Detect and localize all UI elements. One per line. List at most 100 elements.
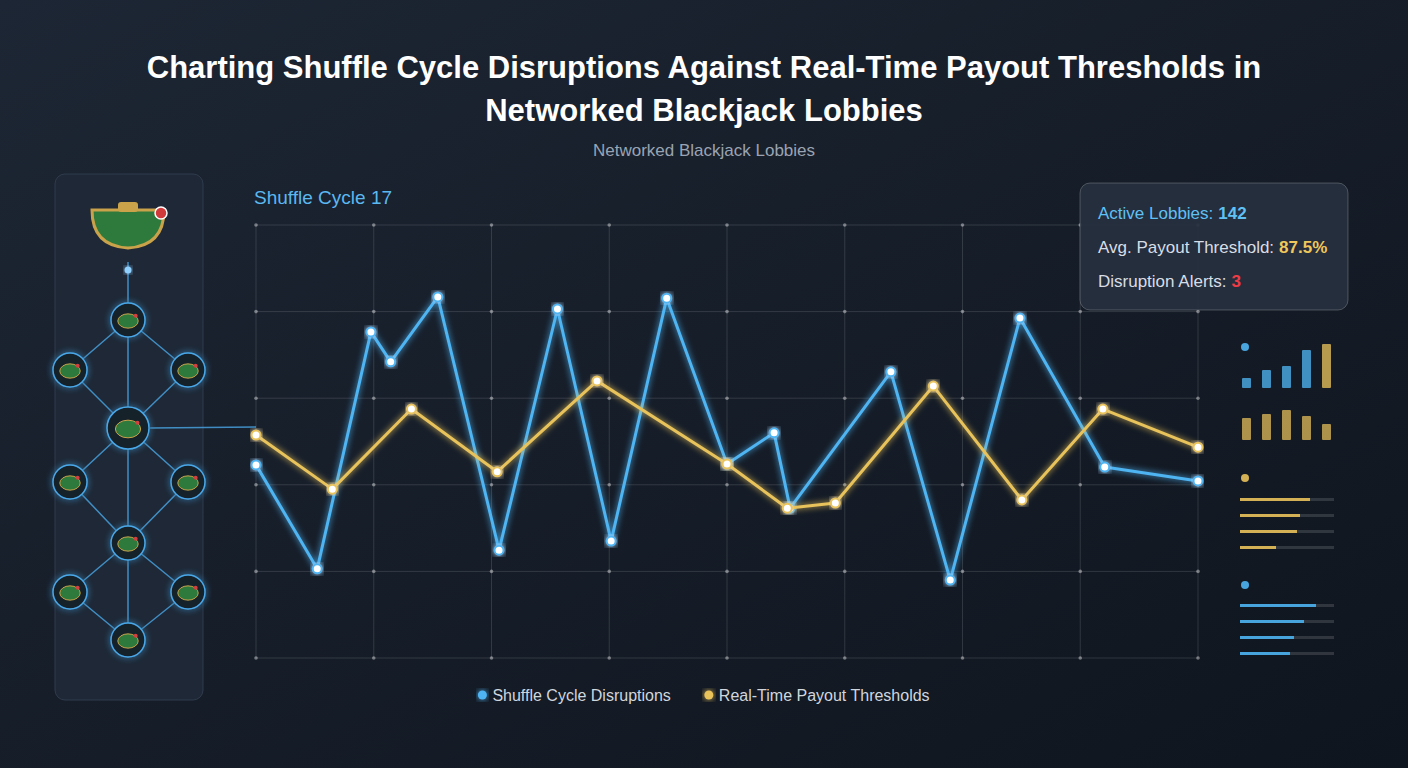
grid-dot [372, 396, 376, 400]
decor-bar [1302, 416, 1311, 440]
decor-track [1240, 652, 1334, 655]
table-node [111, 303, 145, 337]
decor-fill [1240, 530, 1297, 533]
table-icon [178, 364, 198, 378]
decor-track [1240, 498, 1334, 501]
stat-label: Avg. Payout Threshold: [1098, 238, 1274, 257]
series-point [783, 504, 792, 513]
series-point [1194, 443, 1203, 452]
grid-dot [254, 310, 258, 314]
grid-dot [1078, 396, 1082, 400]
decor-dot [1241, 343, 1249, 351]
decor-track [1240, 546, 1334, 549]
grid-dot [961, 656, 965, 660]
stat-label: Active Lobbies: [1098, 204, 1213, 223]
series-point [495, 546, 504, 555]
subtitle: Networked Blackjack Lobbies [593, 141, 815, 160]
decor-bar [1302, 350, 1311, 388]
table-icon [118, 634, 138, 648]
data-layer [252, 292, 1203, 584]
table-node [171, 353, 205, 387]
legend: Shuffle Cycle Disruptions Real-Time Payou… [478, 687, 930, 704]
legend-marker [478, 691, 487, 700]
decor-track [1240, 604, 1334, 607]
grid-dot [1078, 570, 1082, 574]
series-point [433, 292, 442, 301]
grid-dot [490, 570, 494, 574]
series-point [328, 485, 337, 494]
series-line [256, 381, 1198, 508]
grid-dot [490, 656, 494, 660]
series-point [770, 428, 779, 437]
series-point [946, 576, 955, 585]
series-point [366, 327, 375, 336]
chip-icon [76, 364, 80, 368]
legend-marker [704, 691, 713, 700]
grid-line-x [256, 225, 257, 658]
grid-line-x [962, 225, 963, 658]
decor-dot [1241, 474, 1249, 482]
series-point [1015, 314, 1024, 323]
grid-dot [725, 570, 729, 574]
stat-value: 87.5% [1279, 238, 1327, 257]
grid-dot [1078, 656, 1082, 660]
decor-bar [1262, 370, 1271, 388]
table-icon [118, 537, 138, 551]
grid-dot [1196, 656, 1200, 660]
chip-icon [76, 586, 80, 590]
table-icon [118, 314, 138, 328]
series-point [831, 498, 840, 507]
grid-dot [607, 396, 611, 400]
dealer-tray [118, 202, 138, 212]
chip-icon [134, 537, 138, 541]
table-node [53, 575, 87, 609]
stats-panel [1080, 183, 1348, 310]
background [0, 0, 1408, 768]
series-point [607, 537, 616, 546]
grid-dot [254, 223, 258, 227]
stats-highlight [1150, 182, 1290, 184]
grid-dot [843, 483, 847, 487]
legend-label: Real-Time Payout Thresholds [719, 687, 930, 704]
grid-dot [843, 310, 847, 314]
grid-dot [725, 310, 729, 314]
table-node [53, 465, 87, 499]
network-dot [125, 267, 132, 274]
grid-dot [490, 396, 494, 400]
table-node [111, 526, 145, 560]
stats-box: Active Lobbies:142 Avg. Payout Threshold:… [1080, 183, 1348, 310]
grid-dot [725, 483, 729, 487]
stat-value: 3 [1232, 272, 1241, 291]
chip-icon [155, 207, 167, 219]
series-point [553, 305, 562, 314]
table-node [111, 623, 145, 657]
grid-dot [843, 656, 847, 660]
stat-label: Disruption Alerts: [1098, 272, 1227, 291]
grid-dot [254, 656, 258, 660]
grid-dot [843, 396, 847, 400]
table-icon [178, 476, 198, 490]
decor-fill [1240, 620, 1304, 623]
grid [254, 223, 1200, 660]
chart-canvas: Charting Shuffle Cycle Disruptions Again… [0, 0, 1408, 768]
chip-icon [134, 634, 138, 638]
grid-line-x [609, 225, 610, 658]
decor-track [1240, 636, 1334, 639]
legend-label: Shuffle Cycle Disruptions [492, 687, 670, 704]
network-link [150, 427, 256, 428]
decor-fill [1240, 498, 1310, 501]
series-point [313, 564, 322, 573]
decor-track [1240, 530, 1334, 533]
series-point [252, 431, 261, 440]
series-point [386, 357, 395, 366]
decor-fill [1240, 604, 1316, 607]
title: Charting Shuffle Cycle Disruptions Again… [147, 50, 1261, 128]
series-point [1194, 476, 1203, 485]
decor-fill [1240, 636, 1294, 639]
stat-text: Active Lobbies:142 [1098, 204, 1247, 223]
decor-bar [1322, 344, 1331, 388]
grid-dot [1078, 310, 1082, 314]
series-point [1017, 495, 1026, 504]
decor-bar [1242, 418, 1251, 440]
chip-icon [194, 476, 198, 480]
